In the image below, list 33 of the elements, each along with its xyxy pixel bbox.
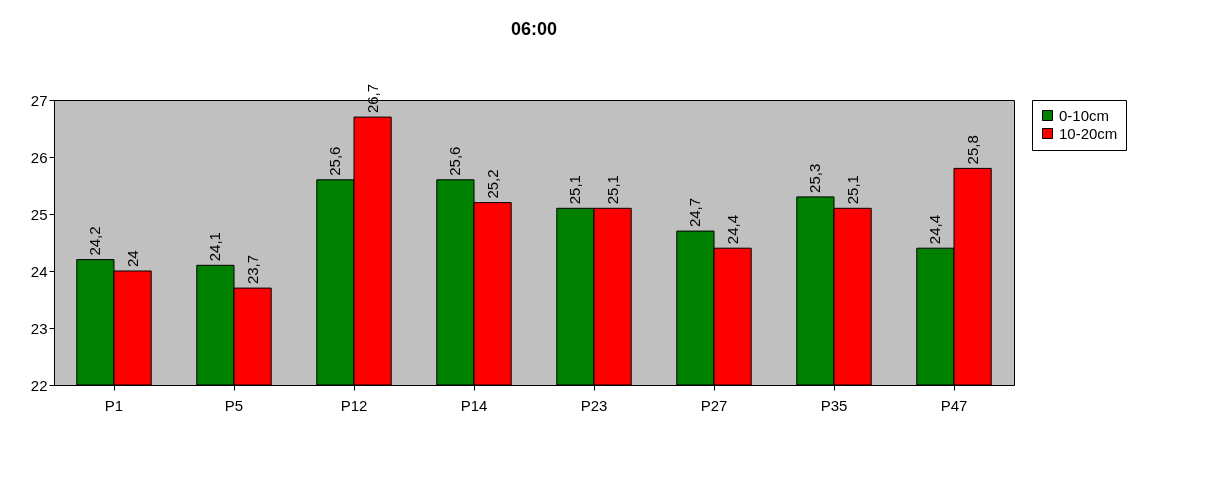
y-tick-label: 24 — [30, 262, 48, 280]
chart-title: 06:00 — [510, 18, 558, 39]
data-label: 23,7 — [243, 254, 261, 285]
data-label: 25,6 — [446, 146, 464, 176]
data-label: 25,8 — [963, 135, 981, 165]
x-tick-label: P5 — [224, 396, 244, 414]
y-tick-label: 27 — [30, 91, 48, 109]
data-label: 25,6 — [326, 146, 344, 176]
legend-label: 10-20cm — [1059, 124, 1118, 142]
x-tick-label: P1 — [104, 396, 124, 414]
data-label: 25,1 — [843, 175, 861, 205]
x-tick-label: P23 — [580, 396, 608, 414]
y-tick-label: 26 — [30, 148, 48, 166]
data-label: 24,7 — [686, 197, 704, 228]
y-tick-label: 25 — [30, 205, 48, 223]
x-tick-label: P47 — [940, 396, 968, 414]
data-label: 24,4 — [723, 215, 741, 245]
data-label: 25,1 — [603, 175, 621, 205]
x-tick-label: P14 — [460, 396, 488, 414]
x-tick-label: P12 — [340, 396, 368, 414]
data-label: 25,3 — [806, 163, 824, 193]
data-label: 24,1 — [206, 232, 224, 262]
x-tick-label: P35 — [820, 396, 848, 414]
data-label: 25,2 — [483, 169, 501, 199]
y-tick-label: 22 — [30, 376, 48, 394]
legend-label: 0-10cm — [1059, 106, 1110, 124]
y-tick-label: 23 — [30, 319, 48, 337]
data-label: 24 — [123, 250, 141, 267]
data-label: 26,7 — [363, 83, 381, 114]
data-label: 25,1 — [566, 175, 584, 205]
data-label: 24,4 — [926, 215, 944, 245]
x-tick-label: P27 — [700, 396, 728, 414]
data-label: 24,2 — [86, 226, 104, 256]
